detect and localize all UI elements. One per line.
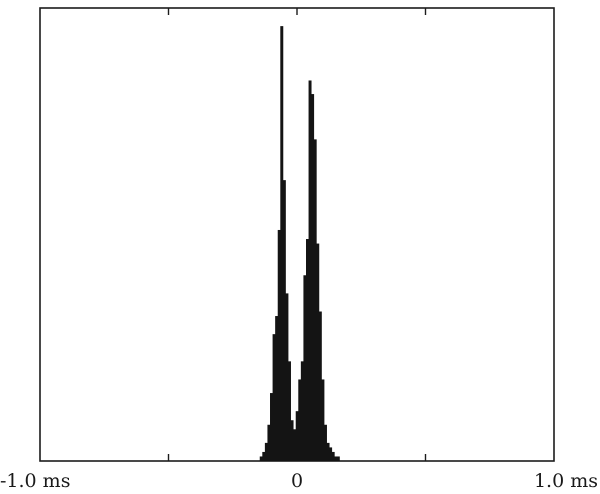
histogram-bar — [275, 316, 279, 461]
histogram-bar — [326, 442, 330, 461]
histogram-bar — [280, 26, 284, 462]
histogram-bar — [336, 456, 340, 461]
plot-frame — [39, 7, 555, 462]
histogram-bar — [329, 447, 333, 461]
histogram-bar — [288, 361, 291, 461]
histogram-bar — [262, 451, 266, 461]
x-tick-label-right: 1.0 ms — [534, 470, 598, 492]
histogram-bar — [311, 94, 315, 461]
histogram-bar — [300, 361, 304, 461]
histogram-bars — [259, 26, 340, 462]
histogram-bar — [334, 456, 338, 461]
histogram-bar — [308, 80, 312, 461]
axis-ticks — [167, 8, 427, 461]
histogram-bar — [298, 379, 302, 461]
histogram-bar — [267, 424, 271, 461]
histogram-bar — [272, 334, 276, 461]
x-tick-labels: -1.0 ms 0 1.0 ms — [0, 470, 598, 492]
histogram-bar — [316, 243, 320, 461]
histogram-bar — [290, 420, 294, 461]
histogram-bar — [293, 429, 297, 461]
x-tick-label-center: 0 — [291, 470, 303, 492]
histogram-bar — [313, 139, 317, 461]
histogram-bar — [282, 180, 286, 461]
histogram-bar — [303, 275, 307, 461]
histogram-bar — [264, 442, 268, 461]
histogram-bar — [285, 293, 289, 461]
histogram-bar — [277, 229, 281, 461]
histogram-bar — [331, 451, 335, 461]
histogram-bar — [306, 239, 309, 461]
histogram-bar — [318, 311, 322, 461]
histogram-bar — [323, 424, 327, 461]
histogram-bar — [259, 456, 263, 461]
histogram-bar — [321, 379, 325, 461]
histogram-bar — [295, 411, 299, 461]
histogram-bar — [270, 393, 273, 461]
x-tick-label-left: -1.0 ms — [0, 470, 70, 492]
